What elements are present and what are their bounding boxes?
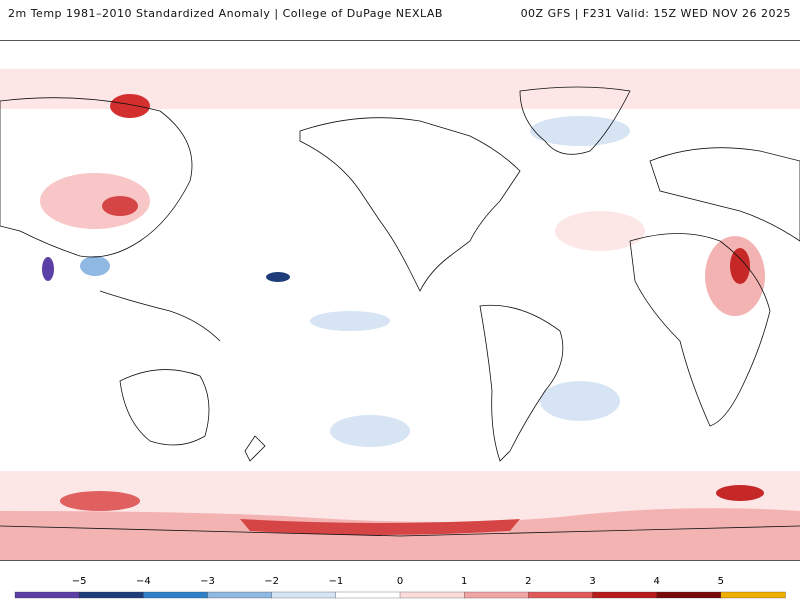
colorbar-segment xyxy=(720,591,786,599)
colorbar-tick-label: 2 xyxy=(525,576,532,587)
europe-asia-outline xyxy=(649,147,800,242)
southern-ocean-warm-spot-east xyxy=(716,485,764,501)
colorbar-tick-label: −1 xyxy=(328,576,344,587)
south-america-outline xyxy=(479,304,564,462)
colorbar: −5 −4 −3 −2 −1 0 1 2 3 4 5 xyxy=(0,566,800,600)
colorbar-segment xyxy=(656,591,722,599)
colorbar-segment xyxy=(464,591,529,599)
colorbar-tick-label: 3 xyxy=(589,576,596,587)
antarctica-outline xyxy=(0,525,800,537)
india-cold-anomaly xyxy=(42,257,54,281)
colorbar-tick-label: −2 xyxy=(264,576,280,587)
colorbar-segment xyxy=(528,591,594,599)
colorbar-tick-label: 4 xyxy=(653,576,660,587)
siberia-warm-anomaly xyxy=(110,94,150,118)
antarctica-core-anomaly xyxy=(240,519,520,535)
colorbar-segment xyxy=(207,591,273,599)
china-warm-core xyxy=(102,196,138,216)
colorbar-segment xyxy=(271,591,337,599)
map-title: 2m Temp 1981–2010 Standardized Anomaly |… xyxy=(8,7,443,20)
north-america-outline xyxy=(299,117,521,292)
australia-outline xyxy=(119,369,210,446)
seasia-cold-anomaly xyxy=(80,256,110,276)
asia-west-outline xyxy=(0,97,193,258)
pacific-cold-spot xyxy=(266,272,290,282)
south-atlantic-cold-patch xyxy=(540,381,620,421)
colorbar-tick-label: −4 xyxy=(135,576,151,587)
colorbar-svg xyxy=(14,591,786,599)
world-map-svg xyxy=(0,69,800,560)
greenland-outline xyxy=(519,86,631,155)
colorbar-segment xyxy=(399,591,465,599)
colorbar-segment xyxy=(335,591,401,599)
new-zealand-outline xyxy=(244,435,266,462)
colorbar-tick-label: 0 xyxy=(396,576,404,587)
colorbar-segment xyxy=(79,591,144,599)
coastlines xyxy=(0,86,800,537)
colorbar-segment xyxy=(592,591,658,599)
africa-warm-core xyxy=(730,248,750,284)
colorbar-segment xyxy=(143,591,209,599)
model-run-label: 00Z GFS | F231 Valid: 15Z WED NOV 26 202… xyxy=(520,7,791,20)
colorbar-tick-label: 5 xyxy=(717,576,725,587)
southern-ocean-warm-spot-west xyxy=(60,491,140,511)
anomaly-map xyxy=(0,40,800,561)
colorbar-tick-label: 1 xyxy=(460,576,468,587)
colorbar-tick-label: −3 xyxy=(200,576,215,587)
maritime-continent-outline xyxy=(99,290,221,342)
colorbar-segment xyxy=(14,591,80,599)
greenland-cold-anomaly xyxy=(530,116,630,146)
map-header: 2m Temp 1981–2010 Standardized Anomaly |… xyxy=(0,0,800,28)
colorbar-tick-label: −5 xyxy=(71,576,87,587)
south-pacific-cold-patch xyxy=(330,415,410,447)
north-atlantic-warm-patch xyxy=(555,211,645,251)
africa-outline xyxy=(629,233,771,427)
pacific-cold-patch xyxy=(310,311,390,331)
